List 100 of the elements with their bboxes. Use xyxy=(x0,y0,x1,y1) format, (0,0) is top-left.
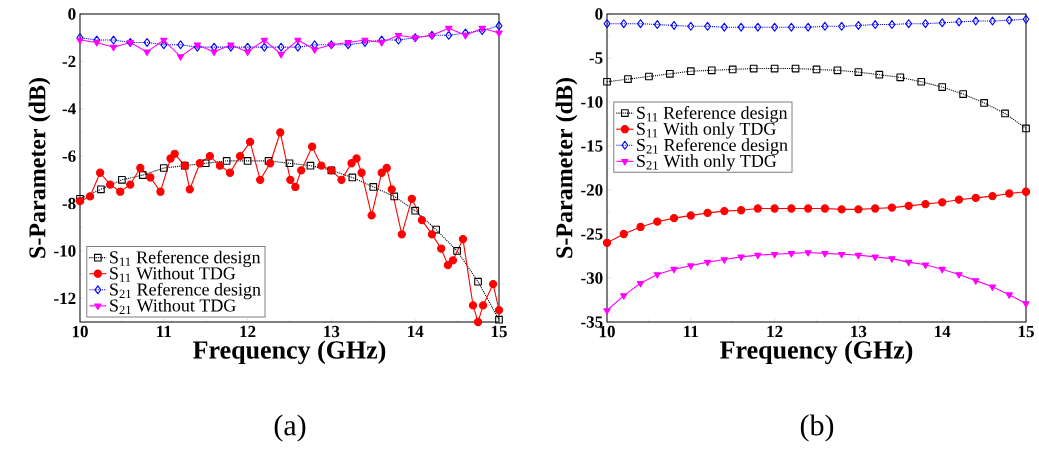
point xyxy=(494,306,504,315)
point xyxy=(837,251,846,259)
point xyxy=(620,293,628,300)
point xyxy=(437,244,446,253)
point xyxy=(636,280,645,288)
point xyxy=(905,19,913,29)
point xyxy=(222,157,231,165)
point xyxy=(989,16,996,26)
point xyxy=(888,20,896,30)
point xyxy=(955,17,963,27)
point xyxy=(110,35,117,45)
point xyxy=(905,259,913,267)
y-tick-label: -15 xyxy=(581,140,603,152)
point xyxy=(753,204,762,213)
point xyxy=(670,20,678,30)
point xyxy=(837,205,846,214)
y-tick-label: -8 xyxy=(62,197,76,210)
point xyxy=(276,128,285,137)
point xyxy=(871,204,880,213)
legend-label: S$_{11}$ Reference design xyxy=(637,106,788,123)
point xyxy=(443,260,453,270)
point xyxy=(306,161,315,170)
x-tick-label: 10 xyxy=(72,325,88,338)
legend-label: S$_{21}$ Reference design xyxy=(637,138,788,155)
point xyxy=(317,161,326,170)
point xyxy=(126,180,135,189)
x-tick-label: 15 xyxy=(491,325,507,338)
point xyxy=(820,204,830,213)
point xyxy=(139,171,147,179)
point xyxy=(95,168,105,177)
point xyxy=(448,256,458,265)
point xyxy=(245,137,255,147)
y-tick-label: 0 xyxy=(68,8,76,20)
point xyxy=(352,154,361,163)
y-tick-label: -6 xyxy=(62,150,76,162)
point xyxy=(666,69,674,78)
point xyxy=(770,251,779,259)
point xyxy=(159,164,168,172)
point xyxy=(938,266,946,274)
point xyxy=(887,203,897,212)
point xyxy=(988,284,997,291)
point xyxy=(357,168,366,177)
point xyxy=(833,66,842,75)
point xyxy=(474,277,482,286)
legend-label: S$_{11}$ Without TDG xyxy=(110,266,236,282)
point xyxy=(170,149,179,158)
point xyxy=(703,259,712,267)
x-tick-label: 14 xyxy=(408,325,424,338)
point xyxy=(294,42,302,52)
point xyxy=(737,22,745,32)
point xyxy=(854,252,863,260)
point xyxy=(377,168,386,177)
point xyxy=(387,185,396,194)
point xyxy=(669,214,679,223)
point xyxy=(367,211,376,220)
point xyxy=(603,19,611,29)
point xyxy=(310,47,319,54)
point xyxy=(1005,189,1014,198)
y-tick-label: -25 xyxy=(581,228,603,240)
point xyxy=(458,234,468,244)
x-axis-title: Frequency (GHz) xyxy=(193,340,386,365)
point xyxy=(195,159,204,168)
point xyxy=(397,230,406,239)
point xyxy=(1001,109,1009,118)
point xyxy=(390,192,399,201)
point xyxy=(888,256,896,263)
point xyxy=(754,22,762,32)
point xyxy=(770,204,779,213)
point xyxy=(749,64,758,73)
point xyxy=(854,205,863,214)
point xyxy=(307,142,317,151)
point xyxy=(417,215,427,225)
point xyxy=(76,37,84,45)
point xyxy=(1005,15,1013,25)
point xyxy=(411,206,420,215)
point xyxy=(1021,187,1031,196)
point xyxy=(896,73,905,82)
y-axis-title: S-Parameter (dB) xyxy=(555,78,578,258)
point xyxy=(177,40,185,50)
point xyxy=(1005,292,1013,299)
point xyxy=(291,182,300,192)
point xyxy=(787,251,796,258)
point xyxy=(770,64,779,73)
point xyxy=(838,21,846,31)
text: (b) xyxy=(800,414,834,442)
point xyxy=(972,278,980,285)
point xyxy=(854,68,863,76)
x-tick-label: 11 xyxy=(684,325,698,338)
legend-label: S$_{11}$ With only TDG xyxy=(637,122,776,139)
point xyxy=(277,51,285,59)
x-tick-label: 11 xyxy=(157,325,171,338)
point xyxy=(260,42,268,52)
point xyxy=(1022,14,1030,24)
x-axis-title: Frequency (GHz) xyxy=(720,340,913,365)
point xyxy=(703,208,712,218)
point xyxy=(337,175,346,184)
point xyxy=(143,49,151,57)
point xyxy=(980,99,988,107)
point xyxy=(116,187,125,196)
point xyxy=(461,32,470,40)
